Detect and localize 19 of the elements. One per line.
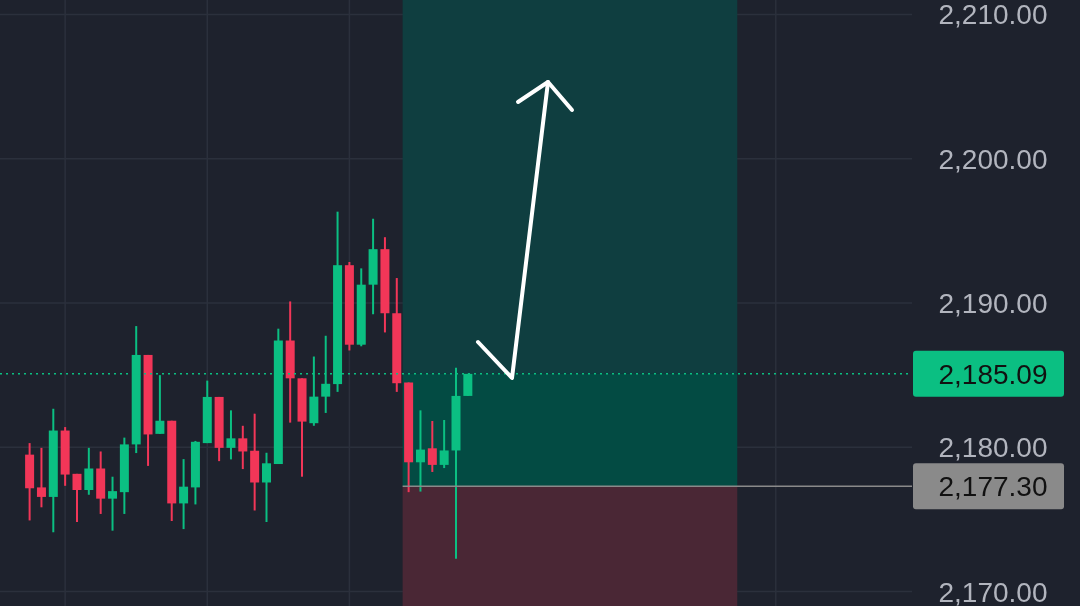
y-tick-label: 2,200.00 — [938, 143, 1048, 175]
candlestick — [226, 409, 236, 461]
y-tick-label: 2,170.00 — [938, 576, 1048, 606]
y-tick-label: 2,190.00 — [938, 288, 1048, 319]
candlestick — [415, 409, 425, 493]
candlestick — [84, 446, 94, 496]
candlestick — [72, 472, 82, 524]
candlestick — [439, 419, 449, 470]
y-tick-label: 2,210.00 — [938, 0, 1048, 31]
candlestick — [179, 458, 189, 531]
candlestick — [155, 374, 165, 435]
candlestick — [108, 475, 118, 532]
candlestick — [238, 424, 248, 471]
ref-line-label: 2,185.09 — [938, 358, 1048, 390]
candlestick — [261, 451, 271, 524]
candlestick — [36, 446, 46, 509]
ref-line-label: 2,177.30 — [938, 471, 1048, 503]
y-tick-label: 2,180.00 — [938, 432, 1048, 464]
candlestick — [427, 420, 437, 473]
